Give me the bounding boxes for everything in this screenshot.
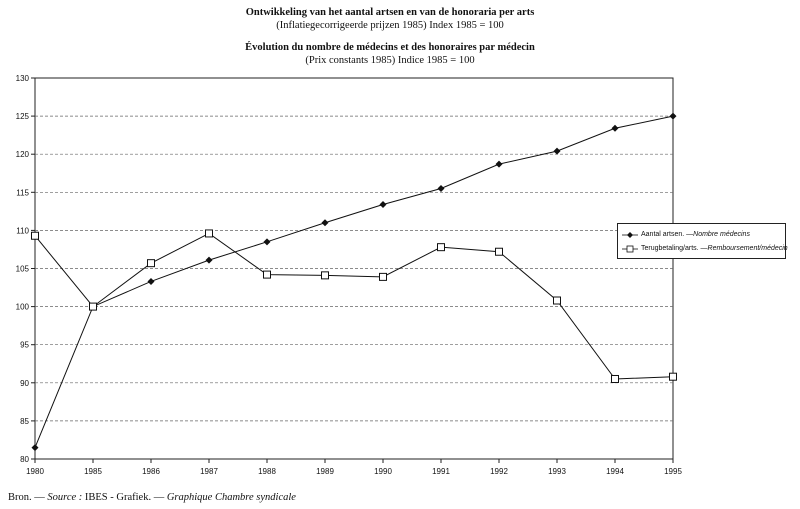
source-note: Bron. — Source : IBES - Grafiek. — Graph… <box>8 492 296 503</box>
series-line <box>34 115 674 448</box>
data-point-square <box>147 259 155 268</box>
y-tick-label: 115 <box>16 188 29 197</box>
data-point-square <box>553 296 561 305</box>
data-point-square <box>89 302 97 311</box>
legend-item-nombre-medecins: Aantal artsen. — Nombre médecins <box>622 229 750 240</box>
title-nl-line1: Ontwikkeling van het aantal artsen en va… <box>245 7 535 18</box>
grid-lines <box>35 115 673 422</box>
data-point-square <box>321 271 329 280</box>
data-point-diamond <box>321 219 329 227</box>
x-tick-label: 1991 <box>432 467 450 476</box>
legend-label-fr: Remboursement/médecin <box>707 245 788 252</box>
source-graphique: Graphique Chambre syndicale <box>166 492 296 503</box>
legend-item-remboursement: Terugbetaling/arts. — Remboursement/méde… <box>622 243 788 254</box>
data-point-square <box>669 372 677 381</box>
y-tick-label: 120 <box>16 150 30 159</box>
x-tick-label: 1986 <box>142 467 160 476</box>
y-tick-label: 110 <box>16 226 29 235</box>
data-point-square <box>379 272 387 281</box>
source-prefix: Bron. — <box>8 492 48 503</box>
data-point-diamond <box>147 277 155 285</box>
source-text: IBES - Grafiek. — <box>82 492 167 503</box>
legend-label-nl: Aantal artsen. — <box>641 231 694 238</box>
series-line <box>34 232 674 380</box>
data-point-diamond <box>31 444 39 452</box>
x-tick-label: 1994 <box>606 467 624 476</box>
x-tick-label: 1988 <box>258 467 276 476</box>
y-tick-label: 130 <box>16 74 30 83</box>
data-point-diamond <box>669 112 677 120</box>
square-marker-icon <box>622 245 638 252</box>
title-fr-line1: Évolution du nombre de médecins et des h… <box>245 42 535 53</box>
y-tick-label: 100 <box>16 303 30 312</box>
data-point-square <box>611 374 619 383</box>
data-point-diamond <box>205 256 213 264</box>
source-label: Source : <box>47 492 83 503</box>
data-point-square <box>205 229 213 238</box>
x-tick-label: 1992 <box>490 467 508 476</box>
chart-title: Ontwikkeling van het aantal artsen en va… <box>180 6 600 67</box>
data-point-diamond <box>263 238 271 246</box>
x-axis-ticks: 1980 1985 1986 1987 1988 1989 1990 1991 1992 1993… <box>26 459 682 476</box>
data-point-diamond <box>437 184 445 192</box>
data-point-square <box>495 247 503 256</box>
y-tick-label: 80 <box>20 455 29 464</box>
y-tick-label: 85 <box>20 417 29 426</box>
diamond-marker-icon <box>622 231 638 238</box>
y-tick-label: 125 <box>16 112 30 121</box>
legend: Aantal artsen. — Nombre médecins Terugbe… <box>617 223 788 259</box>
data-point-square <box>263 270 271 279</box>
data-point-diamond <box>553 147 561 155</box>
y-axis-ticks: 80 85 90 95 100 105 110 115 120 125 130 <box>16 74 35 464</box>
x-tick-label: 1985 <box>84 467 102 476</box>
x-tick-label: 1990 <box>374 467 392 476</box>
x-tick-label: 1995 <box>664 467 682 476</box>
data-point-diamond <box>495 160 503 168</box>
x-tick-label: 1989 <box>316 467 334 476</box>
title-nl-line2: (Inflatiegecorrigeerde prijzen 1985) Ind… <box>276 20 504 31</box>
title-fr-line2: (Prix constants 1985) Indice 1985 = 100 <box>305 55 475 66</box>
x-tick-label: 1980 <box>26 467 44 476</box>
x-tick-label: 1987 <box>200 467 218 476</box>
data-point-diamond <box>611 124 619 132</box>
data-point-diamond <box>379 200 387 208</box>
data-point-square <box>437 243 445 252</box>
data-point-square <box>31 231 39 240</box>
y-tick-label: 105 <box>16 265 30 274</box>
y-tick-label: 90 <box>20 379 29 388</box>
legend-label-nl: Terugbetaling/arts. — <box>641 245 708 252</box>
legend-label-fr: Nombre médecins <box>693 231 750 238</box>
x-tick-label: 1993 <box>548 467 566 476</box>
series-lines <box>31 112 677 452</box>
y-tick-label: 95 <box>20 341 29 350</box>
